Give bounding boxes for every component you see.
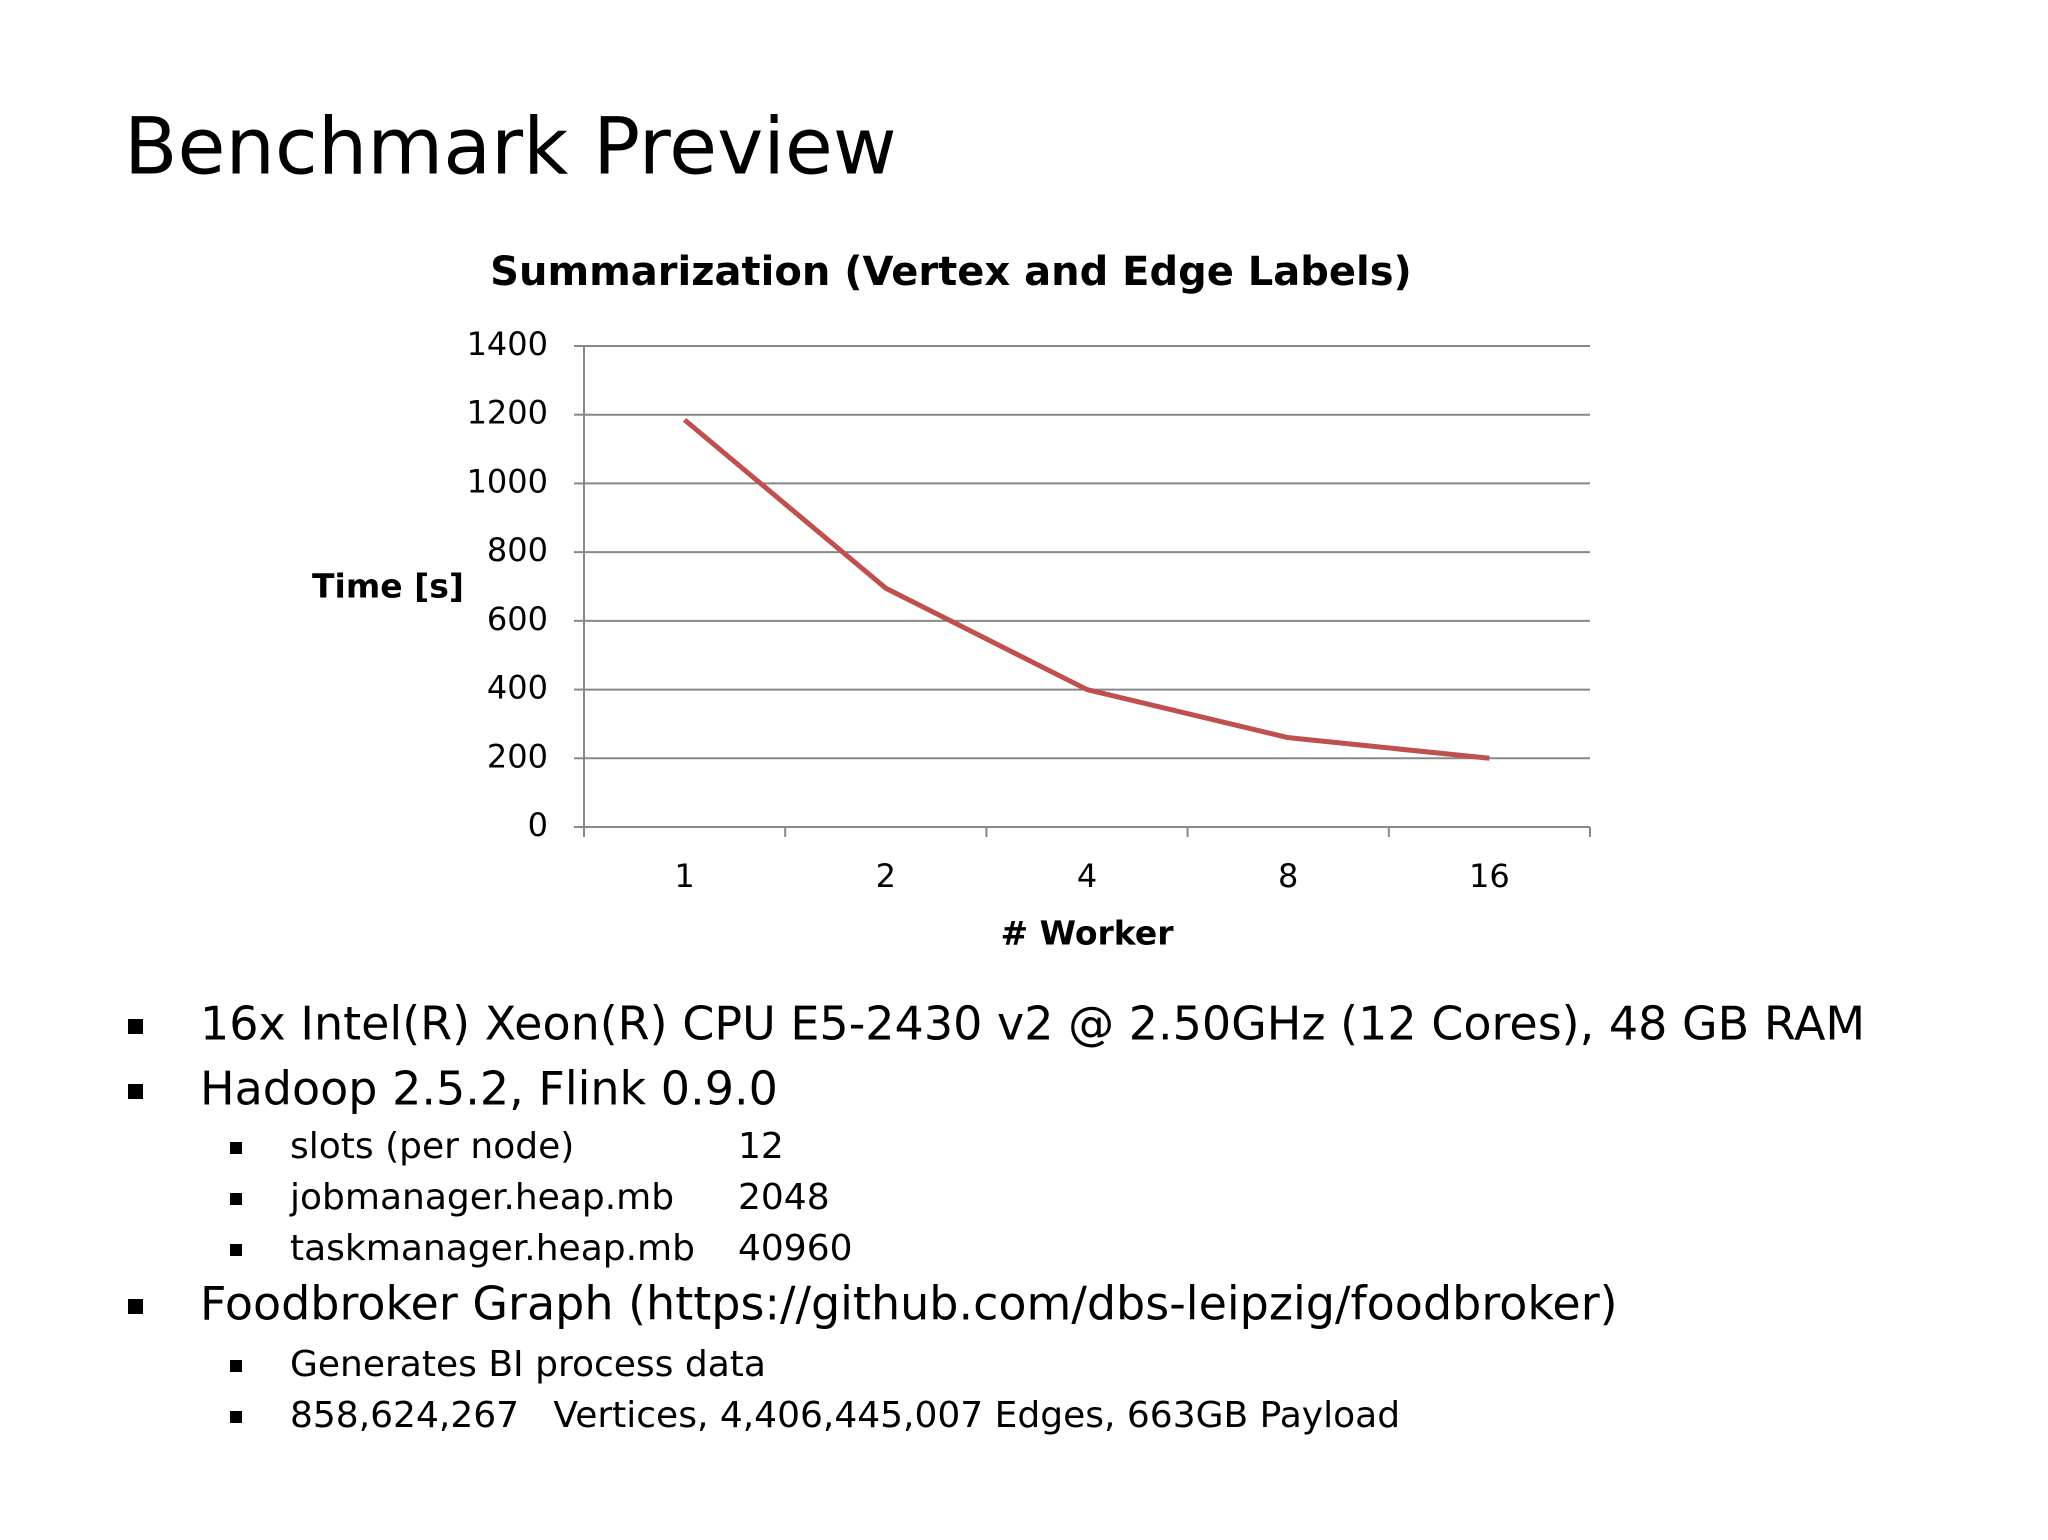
y-tick-label: 1000	[467, 462, 548, 500]
bullet-marker	[128, 1084, 143, 1099]
sub-bullet-value: 2048	[738, 1177, 830, 1218]
y-tick-label: 600	[487, 600, 548, 638]
bullet-text: Hadoop 2.5.2, Flink 0.9.0	[200, 1062, 778, 1116]
sub-bullet-label: jobmanager.heap.mb	[289, 1177, 674, 1218]
bullet-text: Foodbroker Graph (https://github.com/dbs…	[200, 1277, 1618, 1331]
bullet-marker	[128, 1019, 143, 1034]
sub-bullet-label: taskmanager.heap.mb	[290, 1228, 695, 1269]
sub-bullet-marker	[230, 1142, 242, 1154]
bullet-marker	[128, 1299, 143, 1314]
y-tick-label: 0	[528, 806, 548, 844]
y-tick-label: 400	[487, 669, 548, 707]
bullet-text: 16x Intel(R) Xeon(R) CPU E5-2430 v2 @ 2.…	[200, 997, 1865, 1051]
y-tick-label: 1200	[467, 394, 548, 432]
sub-bullet-label: slots (per node)	[290, 1126, 574, 1167]
y-tick-label: 1400	[467, 325, 548, 363]
sub-bullet-label: Generates BI process data	[290, 1344, 766, 1385]
x-tick-label: 1	[674, 857, 694, 895]
sub-bullet-label: 858,624,267 Vertices, 4,406,445,007 Edge…	[290, 1395, 1400, 1436]
chart-title: Summarization (Vertex and Edge Labels)	[490, 249, 1412, 295]
x-tick-label: 2	[876, 857, 896, 895]
sub-bullet-marker	[230, 1360, 242, 1372]
sub-bullet-marker	[230, 1244, 242, 1256]
x-axis-title: # Worker	[1000, 914, 1174, 953]
y-axis-title: Time [s]	[312, 567, 464, 606]
y-tick-label: 800	[487, 531, 548, 569]
sub-bullet-value: 40960	[738, 1228, 853, 1269]
sub-bullet-value: 12	[738, 1126, 784, 1167]
y-tick-label: 200	[487, 737, 548, 775]
data-line	[682, 417, 1490, 761]
slide-title: Benchmark Preview	[124, 102, 897, 192]
sub-bullet-marker	[230, 1411, 242, 1423]
x-tick-label: 16	[1469, 857, 1510, 895]
sub-bullet-marker	[230, 1193, 242, 1205]
x-tick-label: 4	[1077, 857, 1097, 895]
x-tick-label: 8	[1278, 857, 1298, 895]
